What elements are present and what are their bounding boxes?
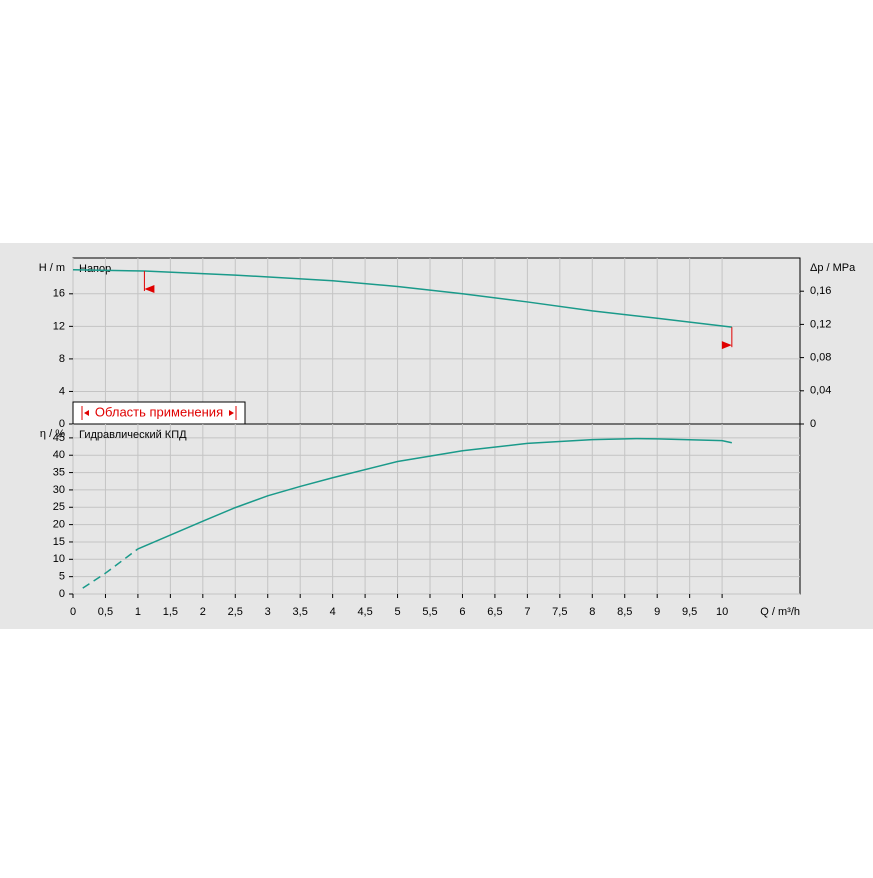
y-axis-label: η / %	[40, 428, 65, 440]
range-arrow	[721, 341, 732, 350]
x-tick-label: 3	[265, 606, 271, 618]
plot-title: Напор	[79, 263, 111, 275]
y-tick-label: 15	[53, 536, 65, 548]
y-tick-label: 0	[59, 588, 65, 600]
x-axis-label: Q / m³/h	[760, 606, 800, 618]
y-tick-label: 16	[53, 288, 65, 300]
y-tick-label: 30	[53, 484, 65, 496]
legend-arrow	[229, 410, 234, 416]
x-tick-label: 9	[654, 606, 660, 618]
y-tick-label: 35	[53, 466, 65, 478]
y-tick-label: 45	[53, 432, 65, 444]
x-tick-label: 4,5	[357, 606, 372, 618]
y2-tick-label: 0	[810, 418, 816, 430]
x-tick-label: 2	[200, 606, 206, 618]
x-tick-label: 2,5	[228, 606, 243, 618]
y-tick-label: 0	[59, 418, 65, 430]
range-legend-label: Область применения	[95, 404, 223, 419]
plot-area	[72, 257, 801, 425]
y-tick-label: 4	[59, 385, 65, 397]
y2-tick-label: 0,12	[810, 318, 831, 330]
y2-axis-label: Δp / MPa	[810, 262, 856, 274]
y2-tick-label: 0,04	[810, 385, 831, 397]
plot-title: Гидравлический КПД	[79, 429, 187, 441]
x-tick-label: 6	[459, 606, 465, 618]
y-tick-label: 10	[53, 553, 65, 565]
y-axis-label: H / m	[39, 262, 65, 274]
x-tick-label: 8,5	[617, 606, 632, 618]
x-tick-label: 7	[524, 606, 530, 618]
x-tick-label: 1,5	[163, 606, 178, 618]
legend-arrow	[84, 410, 89, 416]
y-tick-label: 25	[53, 501, 65, 513]
y2-tick-label: 0,16	[810, 285, 831, 297]
y-tick-label: 20	[53, 519, 65, 531]
y-tick-label: 5	[59, 571, 65, 583]
x-tick-label: 1	[135, 606, 141, 618]
range-arrow	[144, 285, 155, 294]
x-tick-label: 7,5	[552, 606, 567, 618]
data-line	[137, 437, 733, 550]
x-tick-label: 0	[70, 606, 76, 618]
x-tick-label: 10	[716, 606, 728, 618]
x-tick-label: 0,5	[98, 606, 113, 618]
plot-area	[72, 423, 801, 595]
data-line	[82, 548, 139, 589]
x-tick-label: 9,5	[682, 606, 697, 618]
x-tick-label: 3,5	[293, 606, 308, 618]
x-tick-label: 5,5	[422, 606, 437, 618]
y2-tick-label: 0,08	[810, 352, 831, 364]
y-tick-label: 12	[53, 320, 65, 332]
x-tick-label: 8	[589, 606, 595, 618]
y-tick-label: 8	[59, 353, 65, 365]
x-tick-label: 4	[330, 606, 336, 618]
data-line	[72, 269, 732, 328]
y-tick-label: 40	[53, 449, 65, 461]
x-tick-label: 6,5	[487, 606, 502, 618]
x-tick-label: 5	[394, 606, 400, 618]
